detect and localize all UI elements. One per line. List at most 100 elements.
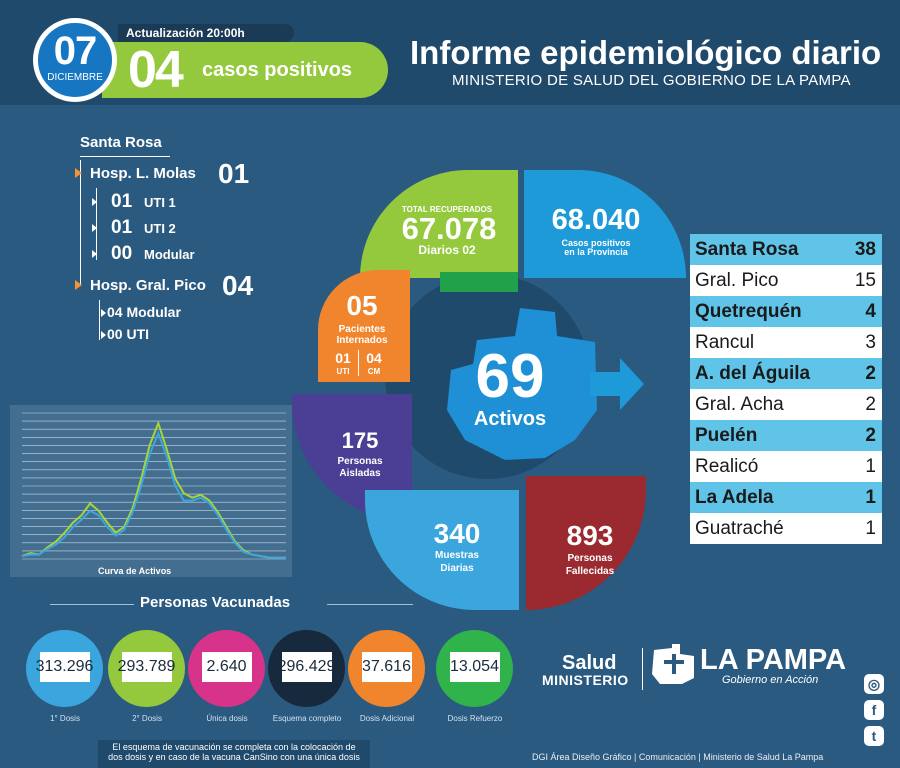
divider bbox=[80, 156, 170, 157]
table-row: Santa Rosa 38 bbox=[690, 234, 882, 265]
positives-pill bbox=[102, 42, 388, 98]
divider bbox=[358, 350, 359, 376]
recovered-caption: TOTAL RECUPERADOS bbox=[401, 205, 493, 214]
locality-name: Rancul bbox=[695, 331, 755, 353]
twitter-icon[interactable]: t bbox=[864, 726, 884, 746]
bullet-icon bbox=[92, 250, 97, 258]
note-line: El esquema de vacunación se completa con… bbox=[112, 742, 356, 752]
table-row: Realicó 1 bbox=[690, 451, 882, 482]
molas-item-label: UTI 2 bbox=[144, 221, 176, 236]
vaccine-label: Dosis Refuerzo bbox=[447, 714, 503, 723]
salud-logo-text: Salud bbox=[562, 652, 617, 674]
molas-item-num: 01 bbox=[111, 191, 133, 212]
locality-name: Santa Rosa bbox=[695, 238, 799, 260]
locality-value: 3 bbox=[865, 331, 876, 353]
active-number: 69 bbox=[475, 342, 545, 411]
vaccine-value: 296.429 bbox=[277, 658, 336, 675]
ministerio-logo-text: MINISTERIO bbox=[542, 672, 629, 688]
bullet-icon bbox=[75, 168, 82, 178]
footer-credit: DGI Área Diseño Gráfico | Comunicación |… bbox=[532, 752, 824, 762]
bullet-icon bbox=[75, 280, 82, 290]
locality-value: 2 bbox=[865, 424, 876, 446]
la-pampa-map-icon bbox=[447, 308, 597, 460]
deceased-value: 893 bbox=[566, 520, 614, 551]
uti-count: 01 bbox=[335, 350, 351, 366]
locality-name: Gral. Pico bbox=[695, 269, 779, 291]
curve-series-blue bbox=[21, 430, 286, 559]
table-row: Guatraché 1 bbox=[690, 513, 882, 544]
samples-value: 340 bbox=[433, 518, 481, 549]
vaccine-value: 2.640 bbox=[206, 658, 247, 675]
molas-item-num: 01 bbox=[111, 217, 133, 238]
locality-value: 2 bbox=[865, 362, 876, 384]
table-row: Quetrequén 4 bbox=[690, 296, 882, 327]
molas-item-label: Modular bbox=[144, 247, 195, 262]
active-curve-chart bbox=[10, 405, 292, 577]
samples-caption: Muestras bbox=[435, 550, 479, 561]
table-row: La Adela 1 bbox=[690, 482, 882, 513]
molas-item-label: UTI 1 bbox=[144, 195, 176, 210]
facebook-icon[interactable]: f bbox=[864, 700, 884, 720]
vaccine-label: 1° Dosis bbox=[50, 714, 80, 723]
positives-caption: en la Provincia bbox=[564, 247, 628, 257]
province-map-icon bbox=[362, 652, 412, 682]
locality-name: Quetrequén bbox=[695, 300, 802, 322]
hospital-pico-value: 04 bbox=[222, 270, 254, 301]
samples-caption: Diarias bbox=[440, 563, 474, 574]
vaccine-value: 13.054 bbox=[450, 658, 499, 675]
active-label: Activos bbox=[473, 408, 547, 430]
province-map-icon bbox=[122, 652, 172, 682]
divider bbox=[642, 648, 643, 690]
bullet-icon bbox=[92, 224, 97, 232]
gobierno-tagline: Gobierno en Acción bbox=[722, 674, 819, 686]
page-subtitle: MINISTERIO DE SALUD DEL GOBIERNO DE LA P… bbox=[452, 72, 851, 89]
la-pampa-logo-text: LA PAMPA bbox=[700, 644, 847, 676]
table-row: A. del Águila 2 bbox=[690, 358, 882, 389]
bullet-icon bbox=[101, 331, 106, 339]
bullet-icon bbox=[101, 309, 106, 317]
recovered-daily: Diarios 02 bbox=[418, 243, 476, 257]
vaccine-label: Única dosis bbox=[206, 714, 248, 723]
locality-name: La Adela bbox=[695, 486, 774, 508]
pico-item: 00 UTI bbox=[107, 326, 150, 342]
date-day: 07 bbox=[53, 29, 98, 73]
locality-value: 1 bbox=[865, 517, 876, 539]
locality-name: Realicó bbox=[695, 455, 759, 477]
locality-value: 2 bbox=[865, 393, 876, 415]
arrow-right-icon bbox=[590, 358, 644, 410]
locality-value: 1 bbox=[865, 486, 876, 508]
isolated-value: 175 bbox=[341, 428, 379, 453]
la-pampa-logo-icon bbox=[652, 644, 694, 684]
date-month: DICIEMBRE bbox=[47, 72, 103, 83]
instagram-icon[interactable]: ◎ bbox=[864, 674, 884, 694]
vaccine-value: 313.296 bbox=[35, 658, 94, 675]
positives-total: 68.040 bbox=[551, 204, 641, 236]
table-row: Rancul 3 bbox=[690, 327, 882, 358]
vaccine-value: 37.616 bbox=[362, 658, 411, 675]
tree-line bbox=[80, 160, 81, 286]
date-badge: 07 DICIEMBRE bbox=[33, 18, 117, 102]
locality-value: 1 bbox=[865, 455, 876, 477]
isolated-caption: Aisladas bbox=[339, 468, 381, 479]
segment-recovered-band bbox=[440, 272, 518, 292]
vaccine-label: Dosis Adicional bbox=[359, 714, 415, 723]
hospitalized-caption: Pacientes bbox=[338, 324, 386, 335]
province-map-icon bbox=[282, 652, 332, 682]
vaccines-title: Personas Vacunadas bbox=[140, 594, 291, 611]
positives-caption: Casos positivos bbox=[561, 238, 631, 248]
table-row: Puelén 2 bbox=[690, 420, 882, 451]
locality-name: A. del Águila bbox=[695, 362, 811, 384]
vaccination-note: El esquema de vacunación se completa con… bbox=[98, 740, 370, 768]
divider bbox=[327, 604, 413, 605]
positives-number: 04 bbox=[128, 41, 184, 99]
province-map-icon bbox=[450, 652, 500, 682]
recovered-value: 67.078 bbox=[401, 211, 497, 246]
update-label: Actualización 20:00h bbox=[118, 24, 294, 42]
molas-item-num: 00 bbox=[111, 243, 133, 264]
uti-label: UTI bbox=[336, 367, 350, 376]
city-label: Santa Rosa bbox=[80, 134, 162, 151]
cm-count: 04 bbox=[366, 350, 382, 366]
locality-name: Puelén bbox=[695, 424, 758, 446]
hospitalized-value: 05 bbox=[346, 290, 378, 321]
hospital-pico-label: Hosp. Gral. Pico bbox=[90, 277, 206, 294]
